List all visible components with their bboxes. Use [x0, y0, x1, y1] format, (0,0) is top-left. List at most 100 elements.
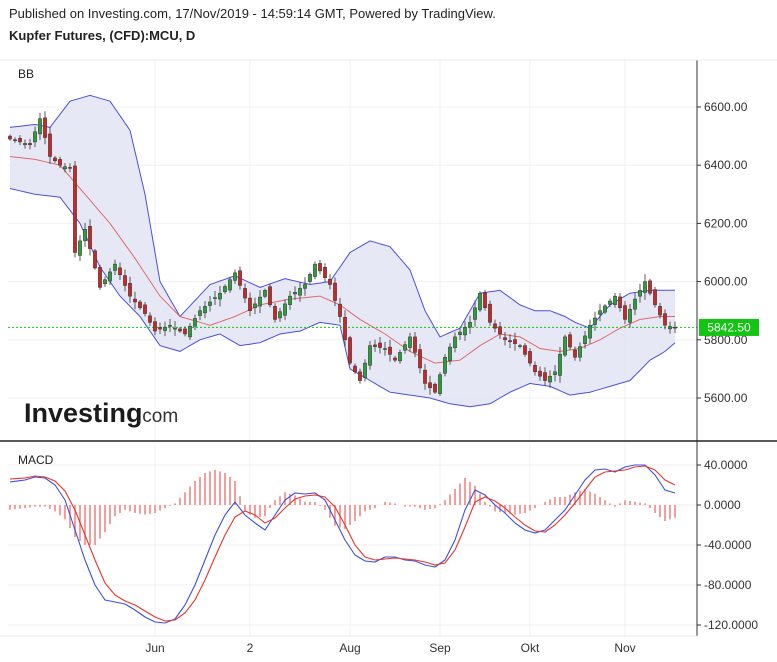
candle-body: [303, 284, 307, 289]
macd-panel-plot: [9, 464, 676, 624]
bollinger-bands: [8, 94, 697, 408]
price-tick-label: 6200.00: [704, 216, 748, 230]
candle-body: [83, 228, 87, 242]
candle-body: [228, 279, 232, 291]
candle-body: [253, 303, 257, 309]
candle-body: [638, 290, 642, 297]
candle-body: [88, 226, 92, 249]
candle-body: [368, 345, 372, 366]
price-tick-label: 6000.00: [704, 275, 748, 289]
candle-body: [338, 303, 342, 317]
macd-tick-label: -120.0000: [704, 618, 758, 632]
price-axis: 5600.00 5800.00 6000.00 6200.00 6400.00 6600.…: [145, 100, 758, 655]
candle-body: [413, 336, 417, 353]
candle-body: [63, 166, 67, 170]
candle-body: [483, 292, 487, 309]
candle-body: [148, 315, 152, 323]
candle-body: [563, 336, 567, 356]
candle-body: [53, 157, 57, 162]
chart-header: Published on Investing.com, 17/Nov/2019 …: [9, 6, 496, 43]
candle-body: [78, 240, 82, 256]
candle-body: [428, 382, 432, 389]
candle-body: [448, 346, 452, 362]
instrument-title: Kupfer Futures, (CFD):MCU, D: [9, 28, 196, 43]
candle-body: [438, 374, 442, 394]
candle-body: [653, 289, 657, 306]
candle-body: [178, 328, 182, 332]
candle-body: [328, 278, 332, 285]
candle-body: [323, 267, 327, 278]
candle-body: [398, 352, 402, 362]
candle-body: [478, 292, 482, 311]
candle-body: [408, 336, 412, 348]
price-tick-label: 5800.00: [704, 333, 748, 347]
candle-body: [213, 297, 217, 299]
candle-body: [458, 331, 462, 335]
candle-body: [598, 310, 602, 315]
candle-body: [163, 326, 167, 331]
candle-body: [118, 267, 122, 276]
candle-body: [153, 321, 157, 332]
candle-body: [543, 372, 547, 381]
candle-body: [248, 297, 252, 311]
candle-body: [68, 167, 72, 169]
candle-body: [343, 316, 347, 341]
candle-body: [133, 298, 137, 303]
candle-body: [468, 322, 472, 328]
candle-body: [358, 371, 362, 381]
macd-tick-label: 0.0000: [704, 498, 741, 512]
candle-body: [258, 296, 262, 307]
candle-body: [128, 283, 132, 297]
candle-body: [13, 139, 17, 141]
candle-body: [278, 311, 282, 319]
candle-body: [183, 328, 187, 335]
candle-body: [333, 282, 337, 301]
candle-body: [233, 272, 237, 281]
time-tick-label: Nov: [614, 641, 635, 655]
candle-body: [668, 326, 672, 330]
candle-body: [663, 313, 667, 326]
candle-body: [268, 286, 272, 306]
candle-body: [463, 326, 467, 336]
candle-body: [583, 335, 587, 344]
candle-body: [658, 306, 662, 316]
candle-body: [613, 295, 617, 305]
candle-body: [293, 292, 297, 295]
candle-body: [533, 365, 537, 373]
candle-body: [623, 305, 627, 320]
candle-body: [423, 369, 427, 384]
candle-body: [348, 337, 352, 364]
candle-body: [208, 301, 212, 306]
candle-body: [633, 298, 637, 310]
time-tick-label: Aug: [339, 641, 360, 655]
candle-body: [573, 349, 577, 358]
candle-body: [263, 290, 267, 297]
candle-body: [503, 337, 507, 341]
candle-body: [58, 159, 62, 166]
candle-body: [273, 306, 277, 320]
candle-body: [158, 327, 162, 330]
candle-body: [113, 263, 117, 271]
candle-body: [518, 345, 522, 347]
macd-line: [9, 464, 676, 624]
published-caption: Published on Investing.com, 17/Nov/2019 …: [9, 6, 496, 21]
candle-body: [433, 383, 437, 393]
candle-body: [523, 345, 527, 355]
candle-body: [353, 365, 357, 373]
candle-body: [138, 301, 142, 309]
panel-frame: [0, 59, 777, 637]
time-tick-label: Sep: [429, 641, 451, 655]
candle-body: [28, 143, 32, 146]
candle-body: [493, 323, 497, 329]
candle-body: [548, 375, 552, 383]
candle-body: [473, 307, 477, 320]
candle-body: [23, 143, 27, 146]
candle-body: [553, 371, 557, 375]
candle-body: [298, 288, 302, 296]
candle-body: [73, 165, 77, 253]
candle-body: [108, 271, 112, 282]
candle-body: [198, 310, 202, 316]
candle-body: [363, 362, 367, 378]
candle-body: [498, 326, 502, 335]
